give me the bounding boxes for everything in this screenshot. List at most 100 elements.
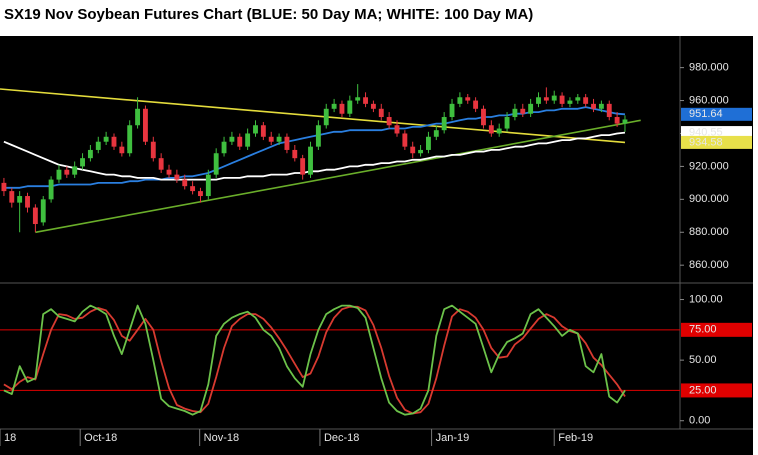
candle-body [276,136,282,142]
chart-background [0,36,753,455]
candle-body [72,166,78,175]
candle-body [465,97,471,101]
candle-body [481,108,486,126]
candle-body [111,136,117,147]
candle-body [87,149,93,159]
candle-body [606,103,612,118]
candle-body [221,141,227,154]
level-tag [681,383,752,398]
y-tick-label: 960.000 [689,94,729,106]
candle-body [543,97,549,101]
y-tick-label: 980.000 [689,62,729,74]
candle-body [80,158,85,167]
candle-body [127,125,133,154]
candle-body [300,158,306,175]
candle-body [119,146,125,154]
trendline [35,119,641,234]
x-tick-label: Jan-19 [436,432,470,444]
candle-body [378,108,384,118]
candle-body [433,130,439,137]
candle-body [488,125,494,134]
y-tick-label: 100.00 [689,293,723,305]
y-tick-label: 860.000 [689,259,729,271]
candle-body [614,117,620,124]
candle-body [410,146,416,154]
x-tick-label: 18 [4,432,16,444]
candle-body [245,133,251,147]
trendline [0,88,626,144]
candle-body [575,97,581,101]
candle-body [323,108,329,126]
candle-body [260,125,266,137]
candle-body [48,179,54,200]
candle-body [95,141,101,150]
candle-body [394,125,400,134]
candle-body [32,207,38,225]
x-tick-label: Oct-18 [84,432,117,444]
series-line [3,131,626,181]
price-tag [681,135,752,149]
candle-body [504,117,510,129]
candle-body [355,97,361,101]
candle-body [347,100,353,114]
candle-body [229,136,235,142]
price-tag [681,126,752,140]
x-tick-label: Feb-19 [558,432,593,444]
candle-body [520,108,526,114]
candle-body [9,191,15,203]
candle-body [174,174,180,180]
candle-body [591,103,596,109]
candle-body [441,117,447,131]
price-tag [681,107,752,121]
y-tick-label: 900.000 [689,193,729,205]
x-tick-label: Dec-18 [324,432,359,444]
candle-body [253,125,258,134]
candle-body [473,100,479,109]
candle-body [567,100,573,104]
candle-body [418,149,424,154]
candle-body [449,103,455,118]
candle-body [386,117,392,126]
chart-title: SX19 Nov Soybean Futures Chart (BLUE: 50… [4,6,533,23]
candle-body [622,119,628,124]
price-tag-label: 940.55 [689,126,723,138]
candle-body [135,108,141,126]
candle-body [40,199,46,223]
candle-body [103,136,109,142]
candle-body [457,97,463,104]
candle-body [284,136,290,150]
y-tick-label: 920.000 [689,160,729,172]
price-tag-label: 951.64 [689,108,723,120]
candle-body [551,95,557,101]
x-tick-label: Nov-18 [204,432,239,444]
candle-body [17,196,23,203]
candle-body [166,169,172,175]
candle-body [308,146,313,175]
candle-body [292,149,298,159]
candle-body [198,191,203,197]
candle-body [213,153,219,175]
candle-body [363,97,368,104]
candle-body [64,169,70,175]
candle-body [598,103,604,109]
price-tag-label: 934.58 [689,136,723,148]
candle-body [205,174,211,197]
candle-body [1,182,7,192]
candle-body [496,128,502,134]
candle-body [331,103,337,109]
candle-body [237,136,243,147]
candle-body [190,186,196,192]
y-tick-label: 0.00 [689,415,710,427]
candle-body [142,108,148,142]
candle-body [339,103,345,114]
candle-body [536,97,541,104]
candle-body [512,108,518,118]
series-line [3,304,626,416]
y-tick-label: 50.00 [689,354,717,366]
candle-body [268,136,274,142]
candle-body [426,136,431,150]
candle-body [182,179,188,187]
candle-body [370,103,376,109]
